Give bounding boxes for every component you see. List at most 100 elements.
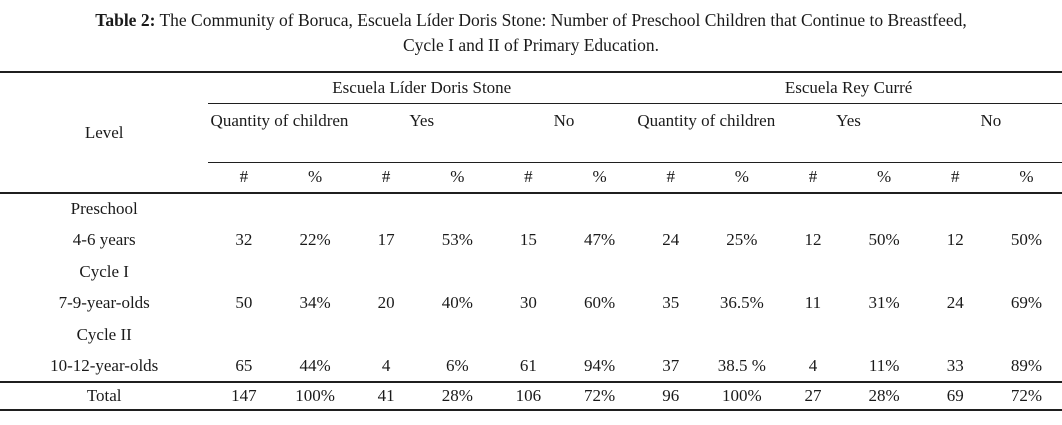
cell-value: 65 bbox=[235, 355, 253, 375]
percent-header: % bbox=[990, 162, 1062, 194]
cell-value bbox=[635, 193, 706, 225]
cell-value: 50% bbox=[1010, 230, 1042, 250]
row-level-label: 7-9-year-olds bbox=[58, 293, 150, 313]
cell-value: 12 bbox=[946, 230, 964, 250]
cell-value bbox=[351, 319, 422, 351]
cell-value bbox=[706, 319, 777, 351]
cell-value bbox=[208, 256, 279, 288]
cell-value bbox=[564, 319, 635, 351]
cell-value bbox=[208, 193, 279, 225]
cell-value bbox=[493, 193, 564, 225]
cell-value: 15 bbox=[519, 230, 537, 250]
cell-value: 41 bbox=[350, 381, 422, 411]
cell-value: 17 bbox=[377, 230, 395, 250]
cell-value bbox=[208, 319, 279, 351]
cell-value: 44% bbox=[299, 355, 331, 375]
row-level-label: 10-12-year-olds bbox=[50, 355, 159, 375]
cell-value bbox=[635, 319, 706, 351]
subheader-yes-curre: Yes bbox=[777, 103, 920, 163]
percent-header: % bbox=[848, 162, 920, 194]
cell-value bbox=[351, 256, 422, 288]
cell-value bbox=[777, 319, 848, 351]
cell-value: 4 bbox=[381, 355, 391, 375]
count-header: # bbox=[777, 162, 849, 194]
subgroup-header-row: Quantity of children Yes No Quantity of … bbox=[0, 103, 1062, 163]
table-row: 7-9-year-olds 50 34% 20 40% 30 60% 35 36.5% 11 31%… bbox=[0, 288, 1062, 320]
school-header-row: Level Escuela Líder Doris Stone Escuela … bbox=[0, 72, 1062, 194]
caption-text: The Community of Boruca, Escuela Líder D… bbox=[159, 10, 967, 30]
cell-value bbox=[849, 193, 920, 225]
subheader-quantity-doris: Quantity of children bbox=[208, 103, 351, 163]
cell-value bbox=[351, 193, 422, 225]
cell-value bbox=[991, 319, 1062, 351]
cell-value: 96 bbox=[635, 381, 707, 411]
count-header: # bbox=[492, 162, 564, 194]
table-row: 10-12-year-olds 65 44% 4 6% 61 94% 37 38.5 % 4 11%… bbox=[0, 351, 1062, 383]
cell-value: 37 bbox=[662, 355, 680, 375]
cell-value: 24 bbox=[946, 293, 964, 313]
cell-value bbox=[422, 256, 493, 288]
table-row: Cycle I bbox=[0, 256, 1062, 288]
cell-value bbox=[777, 256, 848, 288]
cell-value bbox=[849, 256, 920, 288]
cell-value: 72% bbox=[990, 381, 1062, 411]
cell-value bbox=[920, 256, 991, 288]
cell-value: 106 bbox=[492, 381, 564, 411]
col-header-level: Level bbox=[0, 72, 209, 194]
cell-value bbox=[777, 193, 848, 225]
total-row: Total 147 100% 41 28% 106 72% 96 100% 27… bbox=[0, 381, 1062, 411]
cell-value: 69 bbox=[919, 381, 991, 411]
table-row: Cycle II bbox=[0, 319, 1062, 351]
cell-value: 27 bbox=[777, 381, 849, 411]
row-level-label: Cycle I bbox=[79, 261, 129, 281]
cell-value: 72% bbox=[563, 381, 636, 411]
subheader-quantity-curre: Quantity of children bbox=[635, 103, 778, 163]
caption-label: Table 2: bbox=[95, 10, 156, 30]
cell-value: 147 bbox=[208, 381, 280, 411]
cell-value: 89% bbox=[1010, 355, 1042, 375]
count-header: # bbox=[919, 162, 991, 194]
count-header: # bbox=[350, 162, 422, 194]
table-row: 4-6 years 32 22% 17 53% 15 47% 24 25% 12 50% 12 50% bbox=[0, 225, 1062, 257]
count-header: # bbox=[208, 162, 280, 194]
row-level-label: Preschool bbox=[70, 199, 138, 219]
cell-value bbox=[991, 256, 1062, 288]
percent-header: % bbox=[279, 162, 351, 194]
cell-value: 100% bbox=[279, 381, 351, 411]
cell-value: 12 bbox=[804, 230, 822, 250]
cell-value: 50% bbox=[868, 230, 900, 250]
cell-value: 24 bbox=[662, 230, 680, 250]
cell-value: 69% bbox=[1010, 293, 1042, 313]
subheader-no-doris: No bbox=[492, 103, 636, 163]
percent-header: % bbox=[563, 162, 636, 194]
percent-header: % bbox=[421, 162, 493, 194]
cell-value: 4 bbox=[808, 355, 818, 375]
cell-value: 6% bbox=[445, 355, 469, 375]
table-caption: Table 2: The Community of Boruca, Escuel… bbox=[0, 0, 1062, 58]
row-level-label: 4-6 years bbox=[72, 230, 136, 250]
row-level-label: Cycle II bbox=[76, 324, 132, 344]
cell-value: 31% bbox=[868, 293, 900, 313]
cell-value: 100% bbox=[706, 381, 778, 411]
count-header: # bbox=[635, 162, 707, 194]
cell-value: 40% bbox=[441, 293, 473, 313]
cell-value: 30 bbox=[519, 293, 537, 313]
measure-header-row: # % # % # % # % # % # % bbox=[0, 162, 1062, 194]
cell-value: 35 bbox=[662, 293, 680, 313]
subheader-yes-doris: Yes bbox=[350, 103, 493, 163]
cell-value bbox=[564, 256, 635, 288]
breastfeeding-table: Level Escuela Líder Doris Stone Escuela … bbox=[0, 71, 1062, 411]
cell-value bbox=[635, 256, 706, 288]
table-body: Preschool 4-6 years 32 22% 17 53% 15 47% 24 25% 12… bbox=[0, 193, 1062, 382]
cell-value bbox=[564, 193, 635, 225]
cell-value bbox=[279, 256, 350, 288]
cell-value: 20 bbox=[377, 293, 395, 313]
cell-value: 94% bbox=[583, 355, 616, 375]
group-header-rey-curre: Escuela Rey Curré bbox=[635, 72, 1062, 104]
cell-value bbox=[706, 193, 777, 225]
total-label: Total bbox=[0, 381, 209, 411]
cell-value: 61 bbox=[519, 355, 537, 375]
cell-value bbox=[422, 193, 493, 225]
cell-value bbox=[991, 193, 1062, 225]
cell-value bbox=[493, 319, 564, 351]
